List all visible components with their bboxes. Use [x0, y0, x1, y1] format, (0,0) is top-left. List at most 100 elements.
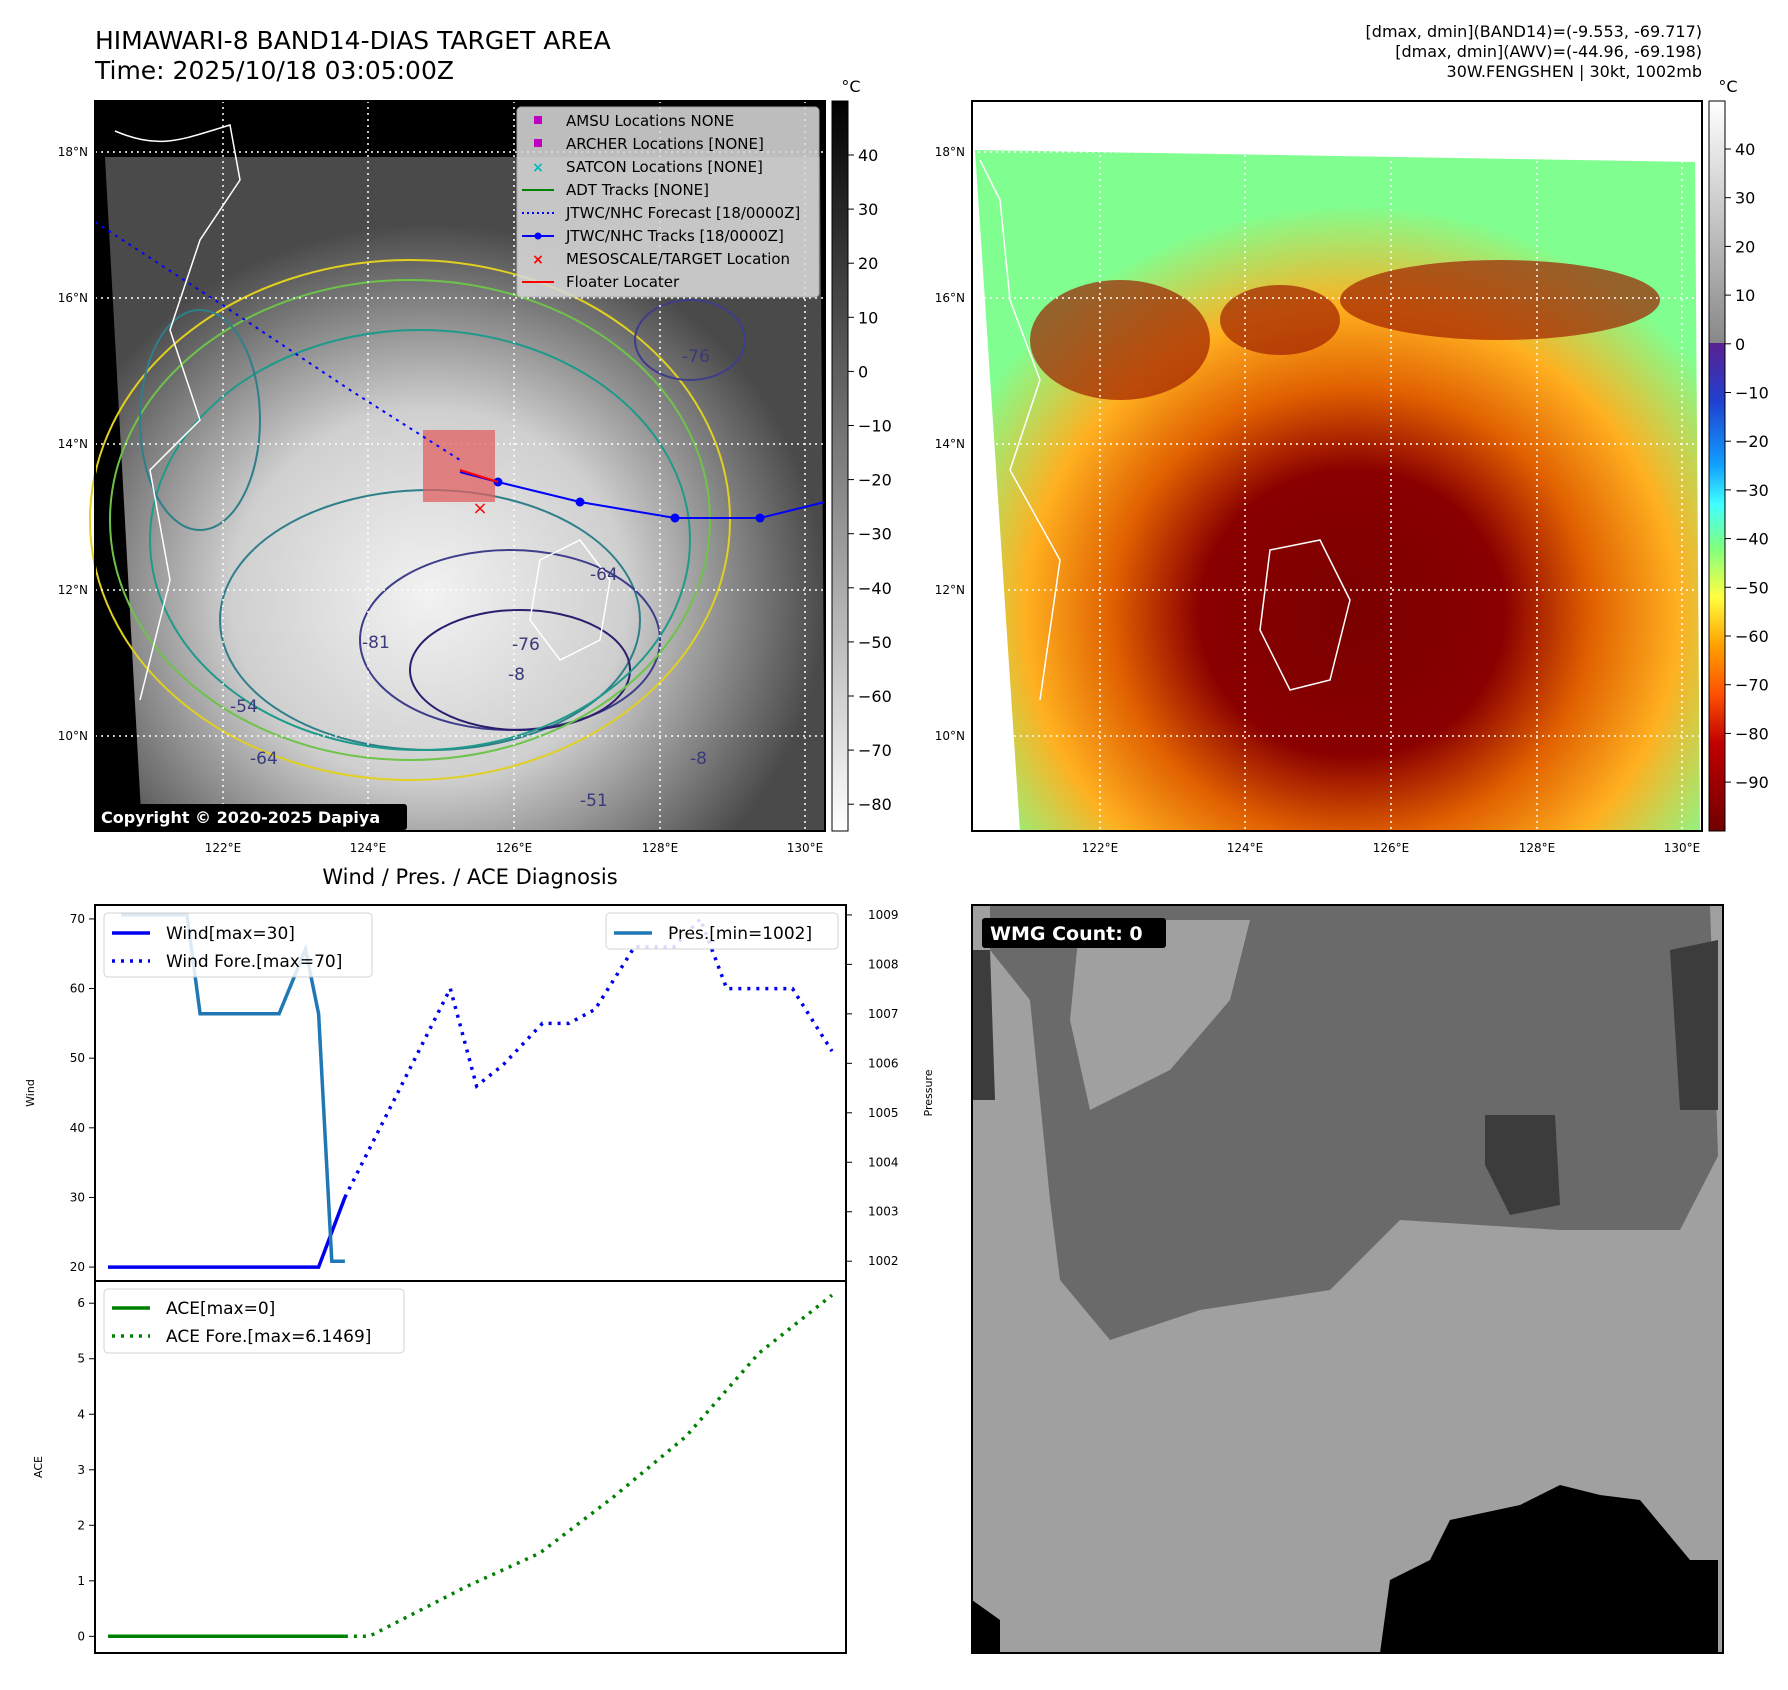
colorbar-tick-label: −70 [858, 741, 892, 760]
lon-tick-label: 124°E [1227, 841, 1264, 855]
ace-tick-label: 2 [77, 1518, 85, 1532]
series-line-wind [108, 1196, 347, 1269]
lat-tick-label: 12°N [935, 583, 965, 597]
ace-chart: ACE 6 5 4 3 2 1 0 ACE[max=0] ACE Fore.[max=6.14… [32, 1280, 847, 1654]
legend-label: AMSU Locations NONE [566, 112, 734, 130]
ace-tick-label: 6 [77, 1296, 85, 1310]
contour-label: -8 [508, 665, 525, 685]
wmg-region-black-2 [1400, 1560, 1470, 1653]
contour-label: -51 [580, 791, 608, 811]
contour-label: -54 [230, 697, 258, 717]
wind-legend-box [103, 912, 373, 978]
ace-legend-box [103, 1288, 405, 1354]
mesoscale-target-box [423, 430, 495, 502]
lat-tick-label: 16°N [58, 291, 88, 305]
coastline [114, 124, 241, 701]
contour-label-group: -76 -64 -81 -76 -8 -54 -64 -51 -8 [230, 347, 710, 811]
pressure-tick-label: 1005 [868, 1106, 899, 1120]
legend-box [516, 106, 820, 298]
map-legend: AMSU Locations NONE ARCHER Locations [NON… [516, 106, 820, 298]
wmg-frame [971, 904, 1724, 1654]
lat-tick-label: 18°N [58, 145, 88, 159]
legend-label: ADT Tracks [NONE] [566, 181, 709, 199]
wind-tick-label: 60 [70, 982, 85, 996]
ace-tick-label: 3 [77, 1463, 85, 1477]
contour-label: -81 [362, 633, 390, 653]
legend-label: SATCON Locations [NONE] [566, 158, 763, 176]
lon-tick-label: 130°E [787, 841, 824, 855]
colorbar-tick-label: −90 [1735, 773, 1769, 792]
left-colorbar-bar [831, 100, 849, 832]
pressure-axis-label: Pressure [922, 1069, 935, 1116]
legend-label: ACE Fore.[max=6.1469] [166, 1327, 371, 1347]
right-colorbar-frame [1708, 100, 1726, 832]
legend-marker-dot [534, 232, 542, 240]
right-colorbar-unit: °C [1718, 77, 1737, 96]
wind-axis-label: Wind [24, 1079, 37, 1107]
title-line-2: Time: 2025/10/18 03:05:00Z [95, 56, 454, 85]
colorbar-tick-label: 0 [858, 362, 868, 381]
lon-tick-label: 126°E [496, 841, 533, 855]
wmg-region-black [1380, 1485, 1718, 1653]
colorbar-tick-label: 40 [858, 146, 878, 165]
legend-label: Pres.[min=1002] [668, 924, 812, 944]
info-line-2: [dmax, dmin](AWV)=(-44.96, -69.198) [1395, 42, 1702, 61]
jtwc-track-points [493, 477, 765, 523]
colorbar-tick-label: −30 [858, 525, 892, 544]
jtwc-forecast-track [94, 221, 461, 461]
ace-chart-frame [94, 1280, 847, 1654]
floater-locater-line [459, 469, 499, 483]
right-map-panel: 18°N 16°N 14°N 12°N 10°N 122°E 124°E 126°E 128°… [935, 100, 1703, 855]
colorbar-tick-label: −10 [858, 417, 892, 436]
contour-label: -64 [250, 749, 278, 769]
legend-marker [534, 139, 542, 147]
info-line-1: [dmax, dmin](BAND14)=(-9.553, -69.717) [1365, 22, 1702, 41]
cold-cloud-features [1030, 260, 1660, 400]
wind-tick-label: 20 [70, 1260, 85, 1274]
ace-tick-label: 4 [77, 1407, 85, 1421]
legend-label: MESOSCALE/TARGET Location [566, 250, 790, 268]
lat-tick-label: 14°N [935, 437, 965, 451]
colorbar-tick-label: 20 [858, 254, 878, 273]
ace-tick-label: 5 [77, 1352, 85, 1366]
pressure-tick-label: 1004 [868, 1155, 899, 1169]
lat-tick-label: 10°N [58, 729, 88, 743]
lat-tick-label: 10°N [935, 729, 965, 743]
wind-tick-label: 40 [70, 1121, 85, 1135]
colorbar-tick-label: −60 [1735, 627, 1769, 646]
wmg-region-darker-2 [1670, 940, 1718, 1110]
wmg-region-darker [1485, 1115, 1560, 1215]
pressure-tick-label: 1009 [868, 908, 899, 922]
storm-info: [dmax, dmin](BAND14)=(-9.553, -69.717) [… [1366, 22, 1702, 82]
wmg-region-black-3 [972, 1600, 1000, 1653]
chart-title: Wind / Pres. / ACE Diagnosis [322, 865, 617, 889]
colorbar-tick-label: −40 [858, 579, 892, 598]
colorbar-tick-label: 10 [858, 308, 878, 327]
contour-label: -8 [690, 749, 707, 769]
legend-marker [534, 116, 542, 124]
colorbar-tick-label: 30 [858, 200, 878, 219]
left-colorbar: °C 40 30 20 10 0 −10 −20 −30 −40 −50 −60 −70 −80 [831, 77, 892, 832]
lon-tick-label: 126°E [1373, 841, 1410, 855]
legend-label: ACE[max=0] [166, 1299, 275, 1319]
copyright-text: Copyright © 2020-2025 Dapiya [101, 808, 380, 827]
wmg-panel: WMG Count: 0 [971, 904, 1724, 1654]
colorbar-tick-label: 30 [1735, 189, 1755, 208]
title-line-1: HIMAWARI-8 BAND14-DIAS TARGET AREA [95, 26, 611, 55]
lat-tick-label: 14°N [58, 437, 88, 451]
contour-label: -76 [682, 347, 710, 367]
colorbar-tick-label: −80 [1735, 724, 1769, 743]
contour-label: -64 [590, 565, 618, 585]
satellite-imagery-color [975, 150, 1700, 831]
right-map-gridlines [972, 101, 1702, 831]
colorbar-tick-label: 20 [1735, 237, 1755, 256]
ace-tick-label: 1 [77, 1574, 85, 1588]
ace-tick-label: 0 [77, 1629, 85, 1643]
pressure-tick-label: 1007 [868, 1007, 899, 1021]
copyright-box [95, 804, 407, 830]
colorbar-tick-label: −20 [858, 471, 892, 490]
legend-marker: × [532, 252, 544, 268]
island-outline [529, 539, 611, 661]
wind-pressure-chart: Wind Pressure 70 60 50 40 30 20 1009 1008 1007 1… [24, 904, 935, 1282]
